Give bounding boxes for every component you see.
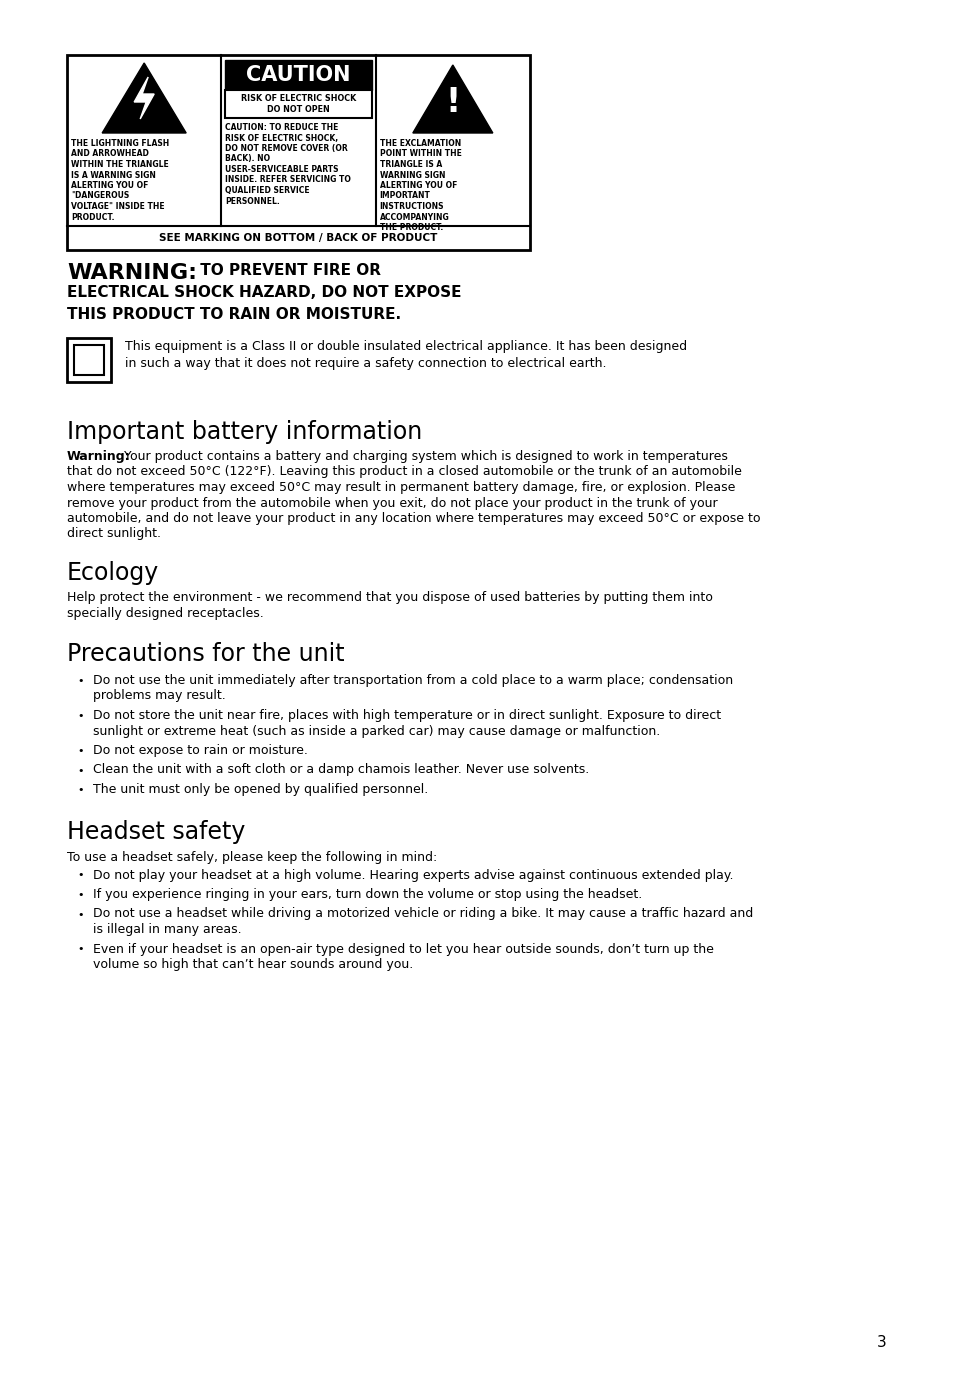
Text: remove your product from the automobile when you exit, do not place your product: remove your product from the automobile … bbox=[67, 496, 717, 510]
Text: IS A WARNING SIGN: IS A WARNING SIGN bbox=[71, 170, 155, 180]
Text: •: • bbox=[77, 890, 84, 900]
Text: specially designed receptacles.: specially designed receptacles. bbox=[67, 606, 263, 620]
Text: automobile, and do not leave your product in any location where temperatures may: automobile, and do not leave your produc… bbox=[67, 513, 760, 525]
Text: !: ! bbox=[445, 85, 460, 118]
Text: is illegal in many areas.: is illegal in many areas. bbox=[92, 923, 241, 936]
Text: •: • bbox=[77, 944, 84, 955]
Text: If you experience ringing in your ears, turn down the volume or stop using the h: If you experience ringing in your ears, … bbox=[92, 888, 641, 901]
Text: This equipment is a Class II or double insulated electrical appliance. It has be: This equipment is a Class II or double i… bbox=[125, 339, 686, 353]
Text: Even if your headset is an open-air type designed to let you hear outside sounds: Even if your headset is an open-air type… bbox=[92, 943, 713, 955]
Text: Ecology: Ecology bbox=[67, 561, 159, 585]
Text: WITHIN THE TRIANGLE: WITHIN THE TRIANGLE bbox=[71, 159, 169, 169]
Text: volume so high that can’t hear sounds around you.: volume so high that can’t hear sounds ar… bbox=[92, 958, 413, 971]
Text: Your product contains a battery and charging system which is designed to work in: Your product contains a battery and char… bbox=[120, 451, 727, 463]
Text: in such a way that it does not require a safety connection to electrical earth.: in such a way that it does not require a… bbox=[125, 357, 606, 370]
Text: WARNING SIGN: WARNING SIGN bbox=[379, 170, 445, 180]
Text: AND ARROWHEAD: AND ARROWHEAD bbox=[71, 150, 149, 158]
Text: Do not expose to rain or moisture.: Do not expose to rain or moisture. bbox=[92, 743, 308, 757]
Text: where temperatures may exceed 50°C may result in permanent battery damage, fire,: where temperatures may exceed 50°C may r… bbox=[67, 481, 735, 495]
Text: •: • bbox=[77, 785, 84, 796]
Text: DO NOT REMOVE COVER (OR: DO NOT REMOVE COVER (OR bbox=[225, 144, 348, 153]
Text: USER-SERVICEABLE PARTS: USER-SERVICEABLE PARTS bbox=[225, 165, 338, 174]
Text: sunlight or extreme heat (such as inside a parked car) may cause damage or malfu: sunlight or extreme heat (such as inside… bbox=[92, 724, 659, 738]
Text: RISK OF ELECTRIC SHOCK,: RISK OF ELECTRIC SHOCK, bbox=[225, 133, 338, 143]
Text: •: • bbox=[77, 765, 84, 775]
Text: PERSONNEL.: PERSONNEL. bbox=[225, 196, 280, 206]
Text: that do not exceed 50°C (122°F). Leaving this product in a closed automobile or : that do not exceed 50°C (122°F). Leaving… bbox=[67, 466, 741, 478]
Text: •: • bbox=[77, 710, 84, 721]
Text: THE LIGHTNING FLASH: THE LIGHTNING FLASH bbox=[71, 139, 169, 148]
Bar bbox=[225, 91, 372, 118]
Text: SEE MARKING ON BOTTOM / BACK OF PRODUCT: SEE MARKING ON BOTTOM / BACK OF PRODUCT bbox=[159, 234, 437, 243]
Text: ALERTING YOU OF: ALERTING YOU OF bbox=[379, 181, 456, 190]
Text: RISK OF ELECTRIC SHOCK
DO NOT OPEN: RISK OF ELECTRIC SHOCK DO NOT OPEN bbox=[240, 93, 355, 114]
Text: Do not use the unit immediately after transportation from a cold place to a warm: Do not use the unit immediately after tr… bbox=[92, 675, 732, 687]
Text: IMPORTANT: IMPORTANT bbox=[379, 191, 430, 201]
Text: VOLTAGE" INSIDE THE: VOLTAGE" INSIDE THE bbox=[71, 202, 165, 212]
Text: To use a headset safely, please keep the following in mind:: To use a headset safely, please keep the… bbox=[67, 851, 436, 863]
Text: •: • bbox=[77, 676, 84, 686]
Text: Precautions for the unit: Precautions for the unit bbox=[67, 642, 344, 666]
Text: THIS PRODUCT TO RAIN OR MOISTURE.: THIS PRODUCT TO RAIN OR MOISTURE. bbox=[67, 306, 400, 322]
Text: CAUTION: TO REDUCE THE: CAUTION: TO REDUCE THE bbox=[225, 124, 338, 132]
Text: The unit must only be opened by qualified personnel.: The unit must only be opened by qualifie… bbox=[92, 783, 428, 796]
Text: INSTRUCTIONS: INSTRUCTIONS bbox=[379, 202, 444, 212]
Text: QUALIFIED SERVICE: QUALIFIED SERVICE bbox=[225, 185, 310, 195]
Text: POINT WITHIN THE: POINT WITHIN THE bbox=[379, 150, 461, 158]
Bar bbox=[67, 338, 111, 382]
Text: Important battery information: Important battery information bbox=[67, 420, 422, 444]
Text: Headset safety: Headset safety bbox=[67, 820, 245, 845]
Polygon shape bbox=[134, 77, 154, 120]
Text: Clean the unit with a soft cloth or a damp chamois leather. Never use solvents.: Clean the unit with a soft cloth or a da… bbox=[92, 764, 589, 776]
Text: TO PREVENT FIRE OR: TO PREVENT FIRE OR bbox=[194, 262, 380, 278]
Text: CAUTION: CAUTION bbox=[246, 65, 351, 85]
Bar bbox=[67, 55, 530, 250]
Text: THE EXCLAMATION: THE EXCLAMATION bbox=[379, 139, 460, 148]
Text: •: • bbox=[77, 746, 84, 756]
Text: ACCOMPANYING: ACCOMPANYING bbox=[379, 213, 449, 221]
Text: Do not play your headset at a high volume. Hearing experts advise against contin: Do not play your headset at a high volum… bbox=[92, 868, 733, 882]
Polygon shape bbox=[413, 65, 493, 133]
Text: •: • bbox=[77, 871, 84, 881]
Text: ELECTRICAL SHOCK HAZARD, DO NOT EXPOSE: ELECTRICAL SHOCK HAZARD, DO NOT EXPOSE bbox=[67, 284, 461, 300]
Bar bbox=[225, 60, 372, 91]
Text: problems may result.: problems may result. bbox=[92, 690, 226, 702]
Text: BACK). NO: BACK). NO bbox=[225, 154, 270, 164]
Text: Do not use a headset while driving a motorized vehicle or riding a bike. It may : Do not use a headset while driving a mot… bbox=[92, 907, 753, 921]
Text: ALERTING YOU OF: ALERTING YOU OF bbox=[71, 181, 149, 190]
Text: 3: 3 bbox=[877, 1336, 886, 1351]
Text: PRODUCT.: PRODUCT. bbox=[71, 213, 114, 221]
Text: Warning:: Warning: bbox=[67, 451, 131, 463]
Text: •: • bbox=[77, 910, 84, 919]
Text: TRIANGLE IS A: TRIANGLE IS A bbox=[379, 159, 441, 169]
Text: direct sunlight.: direct sunlight. bbox=[67, 528, 161, 540]
Text: Help protect the environment - we recommend that you dispose of used batteries b: Help protect the environment - we recomm… bbox=[67, 591, 712, 605]
Text: "DANGEROUS: "DANGEROUS bbox=[71, 191, 129, 201]
Polygon shape bbox=[102, 63, 186, 133]
Text: INSIDE. REFER SERVICING TO: INSIDE. REFER SERVICING TO bbox=[225, 176, 351, 184]
Text: Do not store the unit near fire, places with high temperature or in direct sunli: Do not store the unit near fire, places … bbox=[92, 709, 720, 721]
Text: THE PRODUCT.: THE PRODUCT. bbox=[379, 223, 442, 232]
Text: WARNING:: WARNING: bbox=[67, 262, 196, 283]
Bar bbox=[74, 345, 104, 375]
